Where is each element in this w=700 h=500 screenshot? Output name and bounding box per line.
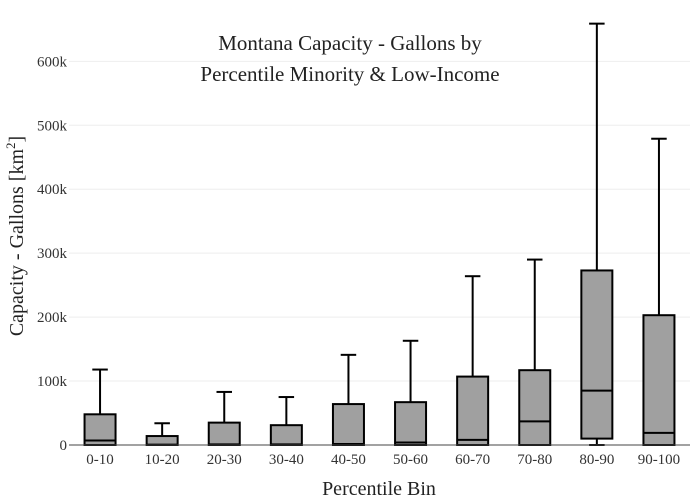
box-iqr: [331, 403, 365, 447]
box-50-60: [394, 339, 428, 447]
x-tick-label: 60-70: [455, 452, 490, 468]
box-iqr: [518, 369, 552, 447]
x-tick-label: 10-20: [145, 452, 180, 468]
x-tick-label: 0-10: [86, 452, 114, 468]
y-axis-ticks: 0 100k 200k 300k 400k 500k 600k: [37, 54, 68, 454]
y-tick-label: 400k: [37, 182, 68, 198]
box-iqr: [207, 421, 241, 447]
box-0-10: [83, 368, 117, 446]
x-axis-ticks: 0-10 10-20 20-30 30-40 40-50 50-60 60-70 70-80 8…: [86, 452, 680, 468]
chart-title-line-2: Percentile Minority & Low-Income: [200, 62, 499, 86]
box-iqr: [456, 375, 490, 446]
box-iqr: [145, 435, 179, 447]
box-70-80: [518, 258, 552, 447]
x-tick-label: 20-30: [207, 452, 242, 468]
box-10-20: [145, 422, 179, 447]
x-tick-label: 90-100: [638, 452, 681, 468]
plot-area: [69, 22, 690, 447]
box-90-100: [642, 137, 676, 446]
x-tick-label: 40-50: [331, 452, 366, 468]
box-iqr: [269, 424, 303, 447]
y-tick-label: 0: [60, 438, 68, 454]
x-tick-label: 30-40: [269, 452, 304, 468]
y-tick-label: 200k: [37, 310, 68, 326]
y-tick-label: 100k: [37, 374, 68, 390]
chart-title-line-1: Montana Capacity - Gallons by: [218, 31, 482, 55]
x-tick-label: 80-90: [579, 452, 614, 468]
box-iqr: [394, 401, 428, 447]
box-80-90: [580, 22, 614, 446]
y-axis-title-sup: 2: [3, 142, 18, 149]
box-30-40: [269, 396, 303, 447]
y-axis-title-close: ]: [6, 136, 28, 143]
y-axis-title-text: Capacity - Gallons [km: [6, 149, 28, 337]
y-tick-label: 300k: [37, 246, 68, 262]
x-axis-title: Percentile Bin: [322, 478, 436, 500]
box-40-50: [331, 353, 365, 447]
x-tick-label: 70-80: [517, 452, 552, 468]
box-iqr: [642, 314, 676, 446]
box-iqr: [580, 269, 614, 440]
x-tick-label: 50-60: [393, 452, 428, 468]
y-axis-title: Capacity - Gallons [km2]: [3, 136, 28, 336]
box-60-70: [456, 275, 490, 446]
y-tick-label: 600k: [37, 54, 68, 70]
box-20-30: [207, 390, 241, 447]
y-tick-label: 500k: [37, 118, 68, 134]
